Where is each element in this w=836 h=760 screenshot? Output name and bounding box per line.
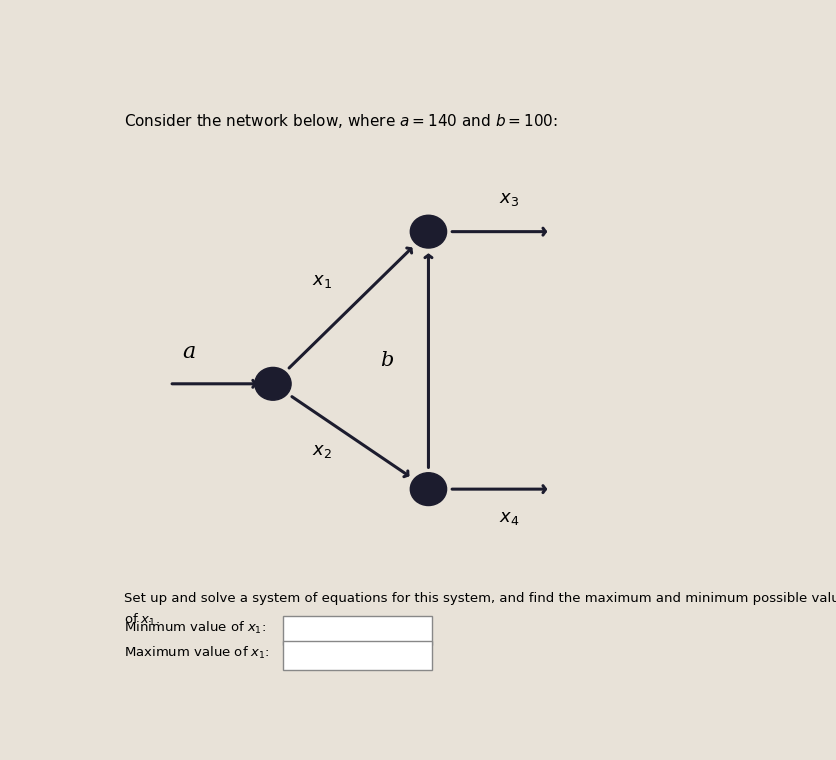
Text: Maximum value of $x_1$:: Maximum value of $x_1$:: [124, 645, 270, 661]
Text: $x_2$: $x_2$: [312, 442, 332, 460]
FancyBboxPatch shape: [283, 616, 431, 645]
Text: Minimum value of $x_1$:: Minimum value of $x_1$:: [124, 620, 266, 636]
FancyBboxPatch shape: [283, 641, 431, 670]
Text: Set up and solve a system of equations for this system, and find the maximum and: Set up and solve a system of equations f…: [124, 591, 836, 628]
Text: $x_3$: $x_3$: [499, 191, 519, 208]
Circle shape: [410, 215, 446, 248]
Circle shape: [255, 367, 291, 401]
Circle shape: [410, 473, 446, 505]
Text: $x_1$: $x_1$: [312, 272, 332, 290]
Text: $x_4$: $x_4$: [499, 509, 520, 527]
Text: b: b: [380, 351, 393, 370]
Text: a: a: [182, 340, 196, 363]
Text: Consider the network below, where $a = 140$ and $b = 100$:: Consider the network below, where $a = 1…: [124, 112, 558, 130]
